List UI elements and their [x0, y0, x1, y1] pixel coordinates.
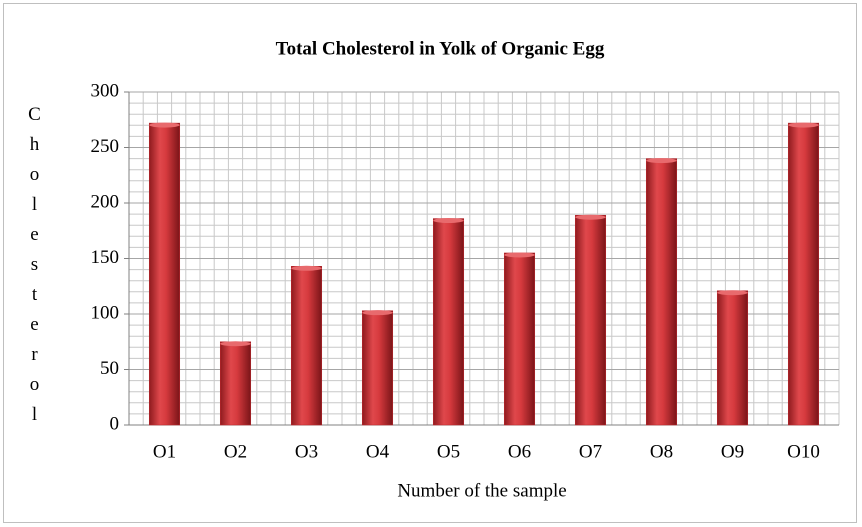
bar: [645, 158, 678, 426]
bar-cap: [362, 310, 393, 316]
y-tick-label: 250: [91, 136, 120, 157]
x-tick-label: O9: [721, 441, 744, 462]
bar: [574, 214, 607, 426]
bar: [361, 310, 394, 426]
x-axis-title: Number of the sample: [397, 480, 566, 501]
x-tick-label: O2: [224, 441, 247, 462]
x-tick-label: O6: [508, 441, 531, 462]
bar-cap: [220, 341, 251, 347]
bar: [148, 122, 181, 426]
bar: [716, 290, 749, 426]
x-tick-label: O10: [787, 441, 820, 462]
bar-cap: [575, 214, 606, 220]
y-tick-label: 100: [91, 302, 120, 323]
bar-cap: [504, 252, 535, 258]
x-tick-label: O3: [295, 441, 318, 462]
bar-cap: [149, 122, 180, 128]
y-tick-label: 0: [110, 413, 120, 434]
bar-cap: [717, 290, 748, 296]
x-tick-label: O5: [437, 441, 460, 462]
chart-border: [3, 3, 857, 523]
y-tick-label: 150: [91, 247, 120, 268]
y-tick-label: 50: [100, 358, 119, 379]
chart-title: Total Cholesterol in Yolk of Organic Egg: [276, 38, 605, 59]
bar-cap: [788, 122, 819, 128]
y-axis-title: Cholesterol: [24, 104, 45, 434]
bar-cap: [646, 158, 677, 164]
x-tick-label: O7: [579, 441, 602, 462]
x-tick-label: O4: [366, 441, 390, 462]
x-tick-label: O8: [650, 441, 673, 462]
bar: [503, 252, 536, 426]
bar: [219, 341, 252, 426]
x-tick-label: O1: [153, 441, 176, 462]
y-tick-label: 300: [91, 80, 120, 101]
bar: [787, 122, 820, 426]
bar-cap: [291, 265, 322, 271]
bar: [290, 266, 323, 426]
bar-cap: [433, 218, 464, 224]
y-tick-label: 200: [91, 191, 120, 212]
bar: [432, 218, 465, 426]
